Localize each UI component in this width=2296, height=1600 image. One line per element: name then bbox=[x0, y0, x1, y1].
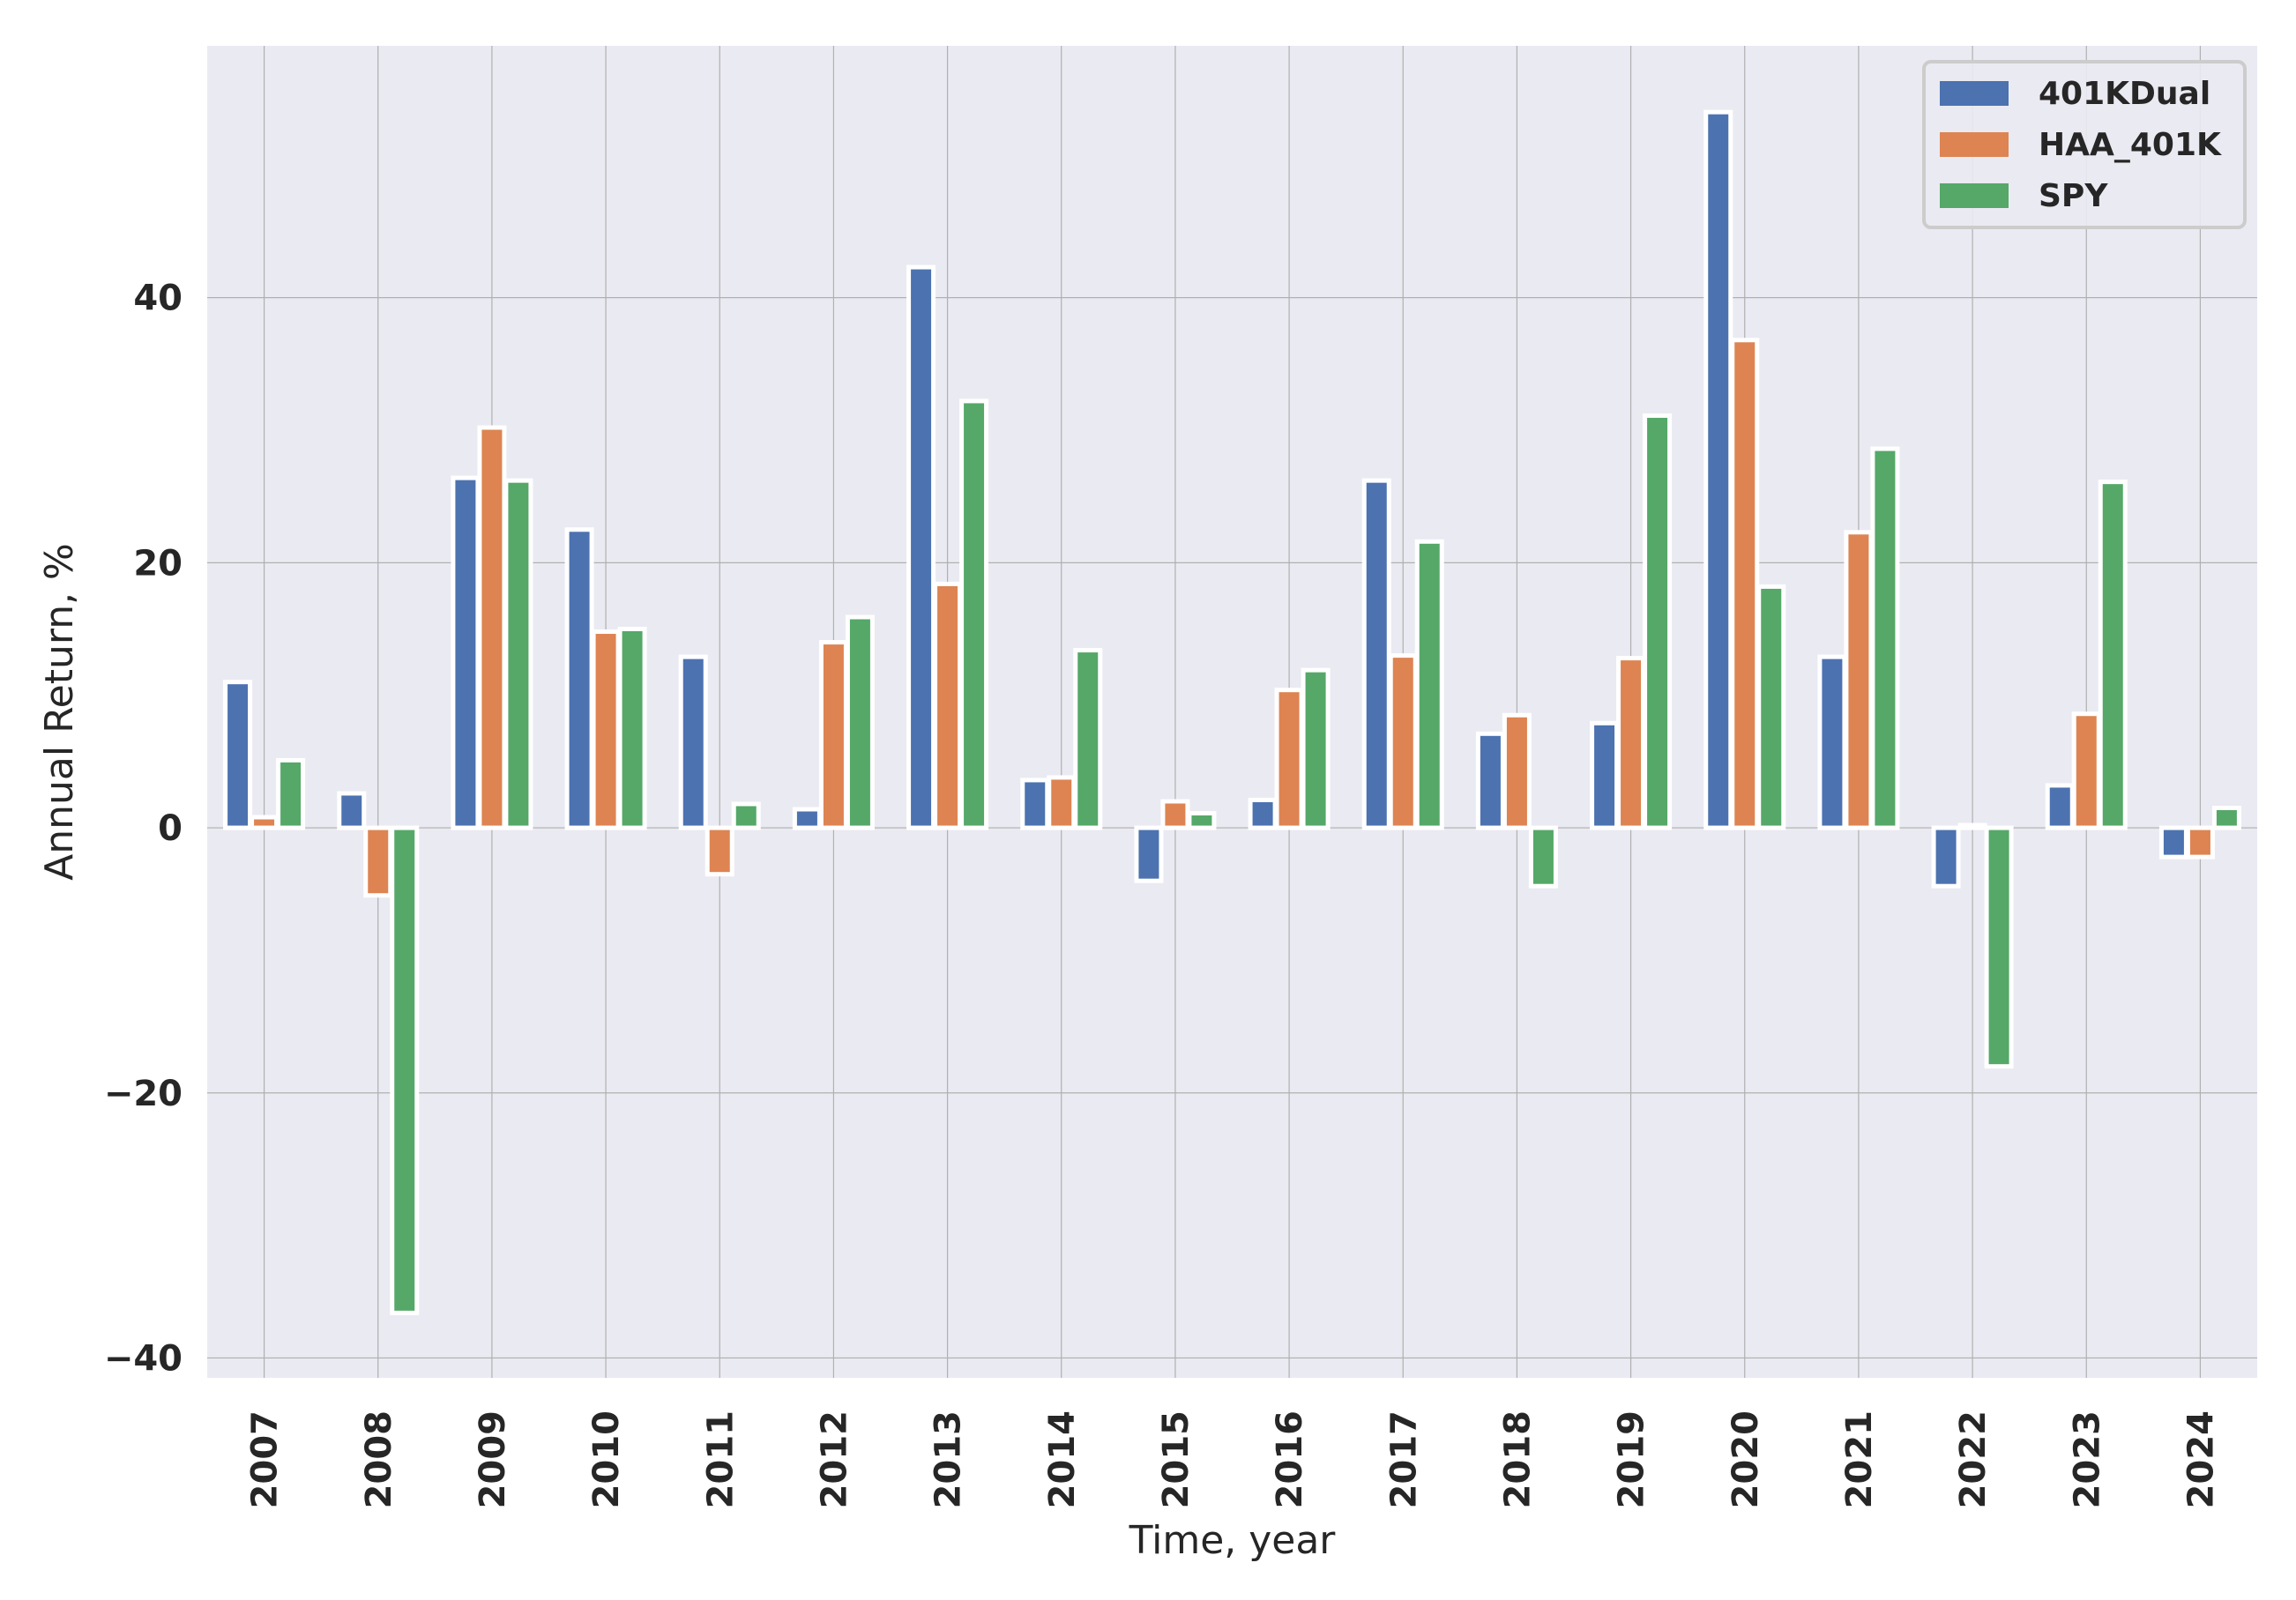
bar-SPY-2016 bbox=[1301, 667, 1331, 830]
bar-401KDual-2008 bbox=[337, 791, 367, 830]
x-tick-label: 2020 bbox=[1726, 1410, 1766, 1508]
bar-HAA_401K-2008 bbox=[363, 825, 393, 898]
x-tick-label: 2009 bbox=[473, 1410, 513, 1508]
bar-HAA_401K-2010 bbox=[591, 629, 621, 830]
bar-HAA_401K-2021 bbox=[1844, 530, 1874, 830]
bar-SPY-2024 bbox=[2211, 806, 2241, 830]
legend-label-HAA_401K: HAA_401K bbox=[2039, 127, 2222, 163]
legend-label-SPY: SPY bbox=[2039, 178, 2108, 214]
x-tick-labels: 2007 2008 2009 2010 2011 2012 2013 2014 2015 2016… bbox=[245, 1410, 2222, 1508]
x-axis-label: Time, year bbox=[1129, 1518, 1337, 1563]
x-tick-label: 2021 bbox=[1839, 1410, 1880, 1508]
bar-SPY-2009 bbox=[503, 478, 533, 830]
legend-label-401KDual: 401KDual bbox=[2039, 76, 2210, 112]
bar-SPY-2021 bbox=[1870, 446, 1900, 830]
bar-HAA_401K-2007 bbox=[250, 815, 280, 830]
x-tick-label: 2014 bbox=[1042, 1410, 1083, 1508]
bar-401KDual-2014 bbox=[1020, 778, 1050, 830]
x-tick-label: 2017 bbox=[1383, 1410, 1424, 1508]
y-axis-label: Annual Return, % bbox=[37, 543, 82, 881]
bar-HAA_401K-2011 bbox=[704, 825, 734, 877]
x-tick-label: 2024 bbox=[2180, 1410, 2221, 1508]
bar-HAA_401K-2023 bbox=[2071, 711, 2101, 830]
bar-SPY-2015 bbox=[1187, 811, 1217, 830]
bar-401KDual-2012 bbox=[792, 807, 822, 830]
bar-SPY-2010 bbox=[617, 627, 647, 830]
bar-401KDual-2022 bbox=[1931, 825, 1961, 889]
y-tick-label: 40 bbox=[133, 279, 183, 319]
bar-SPY-2011 bbox=[731, 801, 761, 830]
bar-HAA_401K-2012 bbox=[818, 640, 848, 830]
y-tick-label: −20 bbox=[104, 1074, 183, 1114]
bar-401KDual-2019 bbox=[1590, 720, 1620, 830]
bar-HAA_401K-2020 bbox=[1730, 338, 1760, 830]
bar-401KDual-2009 bbox=[451, 475, 481, 830]
legend-swatch-401KDual bbox=[1940, 81, 2009, 106]
bar-HAA_401K-2016 bbox=[1274, 688, 1304, 830]
y-tick-label: −40 bbox=[104, 1338, 183, 1379]
bar-HAA_401K-2018 bbox=[1502, 712, 1532, 830]
bars bbox=[223, 109, 2241, 1315]
legend-swatch-SPY bbox=[1940, 183, 2009, 208]
bar-401KDual-2011 bbox=[678, 654, 708, 830]
bar-SPY-2007 bbox=[276, 757, 306, 830]
bar-401KDual-2015 bbox=[1134, 825, 1164, 883]
bar-SPY-2023 bbox=[2098, 480, 2128, 830]
bar-SPY-2018 bbox=[1528, 825, 1558, 889]
bar-401KDual-2013 bbox=[906, 264, 936, 830]
x-tick-label: 2012 bbox=[814, 1410, 854, 1508]
bar-HAA_401K-2022 bbox=[1957, 822, 1987, 830]
bar-SPY-2022 bbox=[1984, 825, 2014, 1069]
legend: 401KDual HAA_401K SPY bbox=[1922, 60, 2247, 229]
bar-401KDual-2024 bbox=[2158, 825, 2188, 860]
x-tick-label: 2010 bbox=[586, 1410, 627, 1508]
bar-HAA_401K-2017 bbox=[1388, 653, 1418, 830]
x-tick-label: 2015 bbox=[1156, 1410, 1196, 1508]
bar-HAA_401K-2014 bbox=[1047, 775, 1077, 830]
x-tick-label: 2018 bbox=[1497, 1410, 1538, 1508]
bar-SPY-2017 bbox=[1414, 539, 1444, 830]
bar-401KDual-2016 bbox=[1248, 797, 1278, 830]
bar-SPY-2020 bbox=[1756, 584, 1786, 830]
legend-swatch-HAA_401K bbox=[1940, 132, 2009, 157]
bar-HAA_401K-2009 bbox=[477, 425, 507, 830]
bar-401KDual-2010 bbox=[564, 527, 594, 830]
bar-401KDual-2017 bbox=[1361, 478, 1391, 830]
bar-401KDual-2018 bbox=[1475, 731, 1505, 830]
bar-SPY-2008 bbox=[390, 825, 420, 1315]
x-tick-label: 2011 bbox=[700, 1410, 741, 1508]
bar-401KDual-2007 bbox=[223, 680, 253, 830]
bar-SPY-2019 bbox=[1643, 413, 1673, 830]
bar-SPY-2012 bbox=[845, 614, 875, 830]
x-tick-label: 2022 bbox=[1953, 1410, 1994, 1508]
bar-401KDual-2023 bbox=[2045, 783, 2075, 830]
x-tick-label: 2019 bbox=[1612, 1410, 1652, 1508]
x-tick-label: 2013 bbox=[928, 1410, 969, 1508]
x-tick-label: 2007 bbox=[245, 1410, 286, 1508]
x-tick-label: 2016 bbox=[1270, 1410, 1310, 1508]
bar-401KDual-2021 bbox=[1817, 654, 1847, 830]
bar-SPY-2013 bbox=[959, 398, 989, 830]
y-tick-label: 20 bbox=[133, 543, 183, 584]
bar-HAA_401K-2013 bbox=[933, 581, 963, 830]
bar-HAA_401K-2019 bbox=[1616, 656, 1646, 830]
y-tick-labels: −40 −20 0 20 40 bbox=[104, 279, 183, 1380]
x-tick-label: 2008 bbox=[359, 1410, 399, 1508]
y-tick-label: 0 bbox=[158, 808, 183, 849]
bar-HAA_401K-2015 bbox=[1160, 799, 1190, 830]
bar-401KDual-2020 bbox=[1703, 109, 1733, 830]
x-tick-label: 2023 bbox=[2067, 1410, 2107, 1508]
plot-area bbox=[207, 46, 2257, 1378]
bar-SPY-2014 bbox=[1073, 648, 1103, 830]
bar-HAA_401K-2024 bbox=[2185, 825, 2215, 860]
